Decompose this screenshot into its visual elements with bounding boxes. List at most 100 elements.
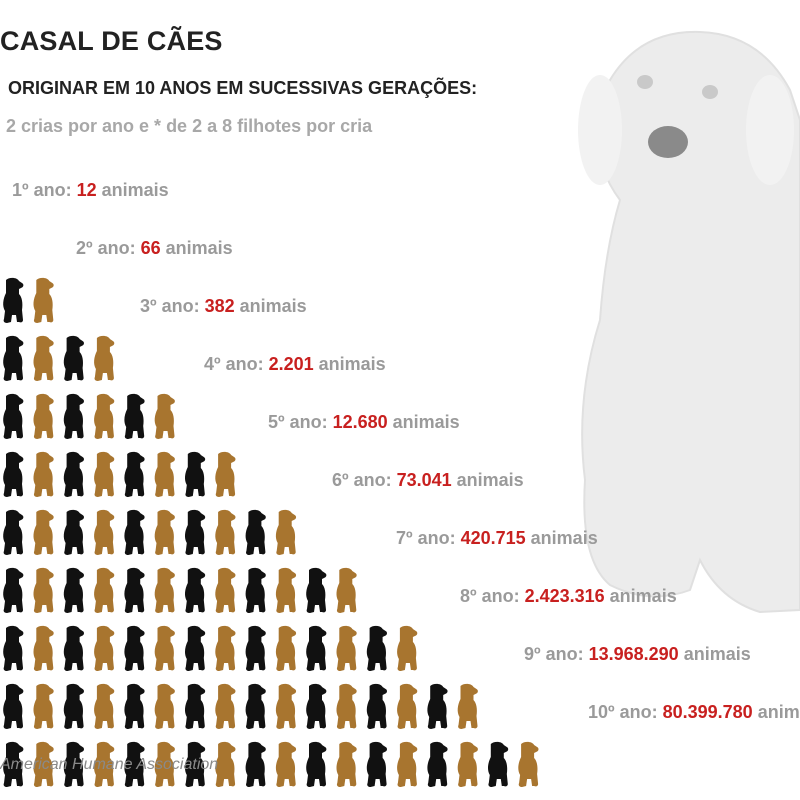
unit-label: animais: [451, 470, 524, 490]
animal-count: 382: [204, 296, 235, 316]
year-label: 9º ano: 13.968.290 animais: [524, 644, 751, 665]
brown-dog-icon: [94, 451, 115, 497]
black-dog-icon: [366, 625, 387, 671]
year-word: ano:: [28, 180, 77, 200]
black-dog-icon: [63, 683, 84, 729]
black-dog-icon: [124, 393, 145, 439]
animal-count: 12: [76, 180, 97, 200]
brown-dog-icon: [154, 625, 175, 671]
brown-dog-icon: [33, 335, 54, 381]
unit-label: animais: [234, 296, 307, 316]
black-dog-icon: [124, 509, 145, 555]
brown-dog-icon: [33, 683, 54, 729]
black-dog-icon: [63, 567, 84, 613]
black-dog-icon: [63, 509, 84, 555]
brown-dog-icon: [94, 567, 115, 613]
brown-dog-icon: [215, 625, 236, 671]
chart-title: CASAL DE CÃES: [0, 26, 223, 56]
year-word: ano:: [540, 644, 589, 664]
black-dog-icon: [63, 393, 84, 439]
animal-count: 420.715: [460, 528, 526, 548]
black-dog-icon: [306, 625, 327, 671]
year-word: ano:: [284, 412, 333, 432]
brown-dog-icon: [275, 567, 297, 613]
brown-dog-icon: [215, 741, 236, 787]
year-number: 7º: [396, 528, 413, 548]
brown-dog-icon: [33, 277, 54, 323]
animal-count: 80.399.780: [662, 702, 753, 722]
black-dog-icon: [427, 683, 448, 729]
brown-dog-icon: [154, 567, 175, 613]
animal-count: 73.041: [396, 470, 452, 490]
year-number: 8º: [460, 586, 477, 606]
unit-label: animais: [604, 586, 677, 606]
year-number: 5º: [268, 412, 285, 432]
year-number: 9º: [524, 644, 541, 664]
chart-note: 2 crias por ano e * de 2 a 8 filhotes po…: [6, 116, 373, 136]
brown-dog-icon: [33, 625, 54, 671]
unit-label: animais: [160, 238, 233, 258]
unit-label: animais: [96, 180, 169, 200]
black-dog-icon: [124, 625, 145, 671]
brown-dog-icon: [275, 625, 297, 671]
year-number: 3º: [140, 296, 157, 316]
black-dog-icon: [124, 683, 145, 729]
year-label: 6º ano: 73.041 animais: [332, 470, 524, 491]
brown-dog-icon: [215, 567, 236, 613]
year-word: ano:: [156, 296, 205, 316]
black-dog-icon: [245, 567, 266, 613]
chart-subtitle: ORIGINAR EM 10 ANOS EM SUCESSIVAS GERAÇÕ…: [8, 78, 478, 98]
brown-dog-icon: [154, 683, 175, 729]
black-dog-icon: [63, 451, 84, 497]
year-label: 10º ano: 80.399.780 animais: [588, 702, 800, 723]
black-dog-icon: [306, 741, 327, 787]
year-word: ano:: [220, 354, 269, 374]
black-dog-icon: [63, 335, 84, 381]
brown-dog-icon: [457, 683, 478, 729]
brown-dog-icon: [275, 509, 297, 555]
animal-count: 2.423.316: [524, 586, 605, 606]
brown-dog-icon: [154, 451, 175, 497]
unit-label: animais: [678, 644, 751, 664]
black-dog-icon: [3, 509, 24, 555]
year-label: 3º ano: 382 animais: [140, 296, 307, 317]
year-label: 8º ano: 2.423.316 animais: [460, 586, 677, 607]
black-dog-icon: [245, 509, 266, 555]
animal-count: 66: [140, 238, 161, 258]
brown-dog-icon: [518, 741, 539, 787]
black-dog-icon: [184, 567, 206, 613]
black-dog-icon: [184, 509, 206, 555]
black-dog-icon: [184, 625, 206, 671]
year-number: 4º: [204, 354, 221, 374]
year-label: 5º ano: 12.680 animais: [268, 412, 460, 433]
year-label: 4º ano: 2.201 animais: [204, 354, 386, 375]
black-dog-icon: [3, 277, 24, 323]
black-dog-icon: [245, 741, 266, 787]
brown-dog-icon: [94, 625, 115, 671]
brown-dog-icon: [336, 625, 357, 671]
black-dog-icon: [3, 451, 24, 497]
black-dog-icon: [3, 683, 24, 729]
brown-dog-icon: [336, 683, 357, 729]
year-number: 6º: [332, 470, 349, 490]
black-dog-icon: [3, 335, 24, 381]
black-dog-icon: [245, 625, 266, 671]
black-dog-icon: [366, 683, 387, 729]
animal-count: 2.201: [268, 354, 314, 374]
black-dog-icon: [124, 451, 145, 497]
year-word: ano:: [412, 528, 461, 548]
brown-dog-icon: [397, 741, 418, 787]
brown-dog-icon: [33, 393, 54, 439]
unit-label: animais: [387, 412, 460, 432]
brown-dog-icon: [33, 451, 54, 497]
brown-dog-icon: [94, 683, 115, 729]
unit-label: animais: [525, 528, 598, 548]
animal-count: 13.968.290: [588, 644, 679, 664]
brown-dog-icon: [94, 393, 115, 439]
brown-dog-icon: [457, 741, 478, 787]
year-word: ano:: [614, 702, 663, 722]
brown-dog-icon: [94, 509, 115, 555]
year-number: 2º: [76, 238, 93, 258]
